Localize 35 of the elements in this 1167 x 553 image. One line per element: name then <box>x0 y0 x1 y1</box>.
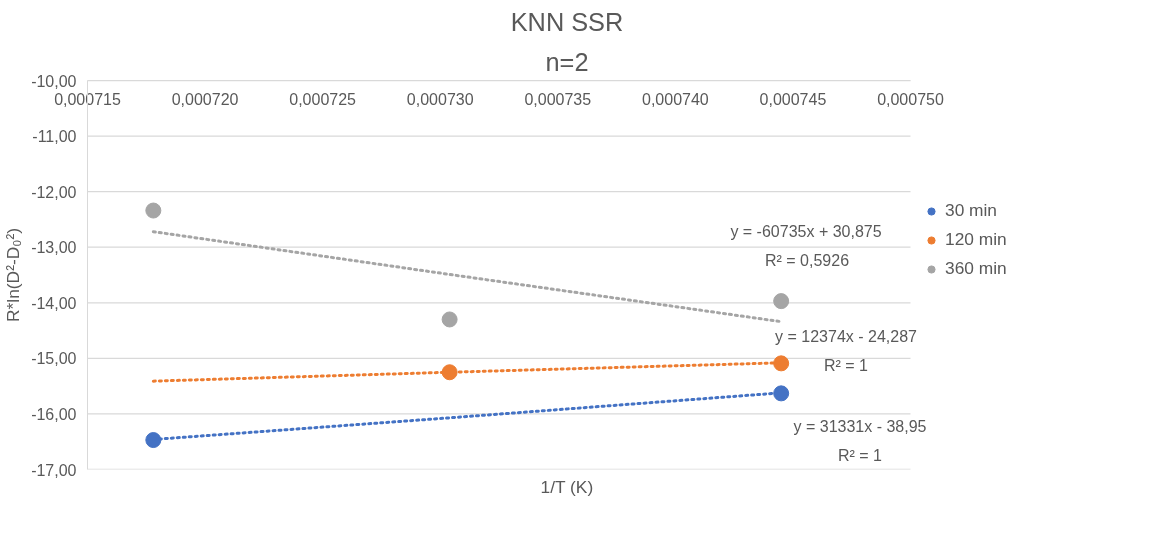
legend-label: 360 min <box>945 258 1007 279</box>
x-axis-title: 1/T (K) <box>540 476 594 497</box>
y-tick-label: -16,00 <box>31 405 77 423</box>
annotation: y = 12374x - 24,287 <box>775 328 917 346</box>
x-tick-label: 0,000725 <box>289 90 357 108</box>
annotation: R² = 0,5926 <box>764 252 850 270</box>
y-tick-label: -13,00 <box>31 239 77 257</box>
point <box>773 355 790 372</box>
point <box>145 202 162 219</box>
annotation: y = 31331x - 38,95 <box>793 418 927 436</box>
point <box>773 385 790 402</box>
y-tick-label: -17,00 <box>31 461 77 479</box>
x-tick-label: 0,000715 <box>54 90 121 108</box>
y-axis-title: R*ln(D²-D₀²) <box>3 228 24 322</box>
y-tick-label: -12,00 <box>31 183 77 201</box>
point <box>773 293 790 310</box>
y-tick-label: -11,00 <box>32 128 77 146</box>
annotation: y = -60735x + 30,875 <box>730 223 882 241</box>
x-tick-label: 0,000740 <box>641 90 709 108</box>
chart-subtitle: n=2 <box>545 47 589 76</box>
annotation: R² = 1 <box>823 357 869 375</box>
y-tick-label: -14,00 <box>31 294 77 312</box>
annotation: R² = 1 <box>837 447 883 465</box>
x-tick-label: 0,000745 <box>759 90 827 108</box>
legend-label: 30 min <box>945 200 998 221</box>
chart-title: KNN SSR <box>510 7 624 36</box>
x-tick-label: 0,000720 <box>171 90 239 108</box>
y-tick-label: -15,00 <box>31 350 77 368</box>
x-tick-label: 0,000730 <box>406 90 474 108</box>
y-tick-label: -10,00 <box>31 72 77 90</box>
point <box>145 432 162 449</box>
x-tick-label: 0,000750 <box>877 90 944 108</box>
legend-label: 120 min <box>945 229 1007 250</box>
point <box>441 311 458 328</box>
x-tick-label: 0,000735 <box>524 90 592 108</box>
